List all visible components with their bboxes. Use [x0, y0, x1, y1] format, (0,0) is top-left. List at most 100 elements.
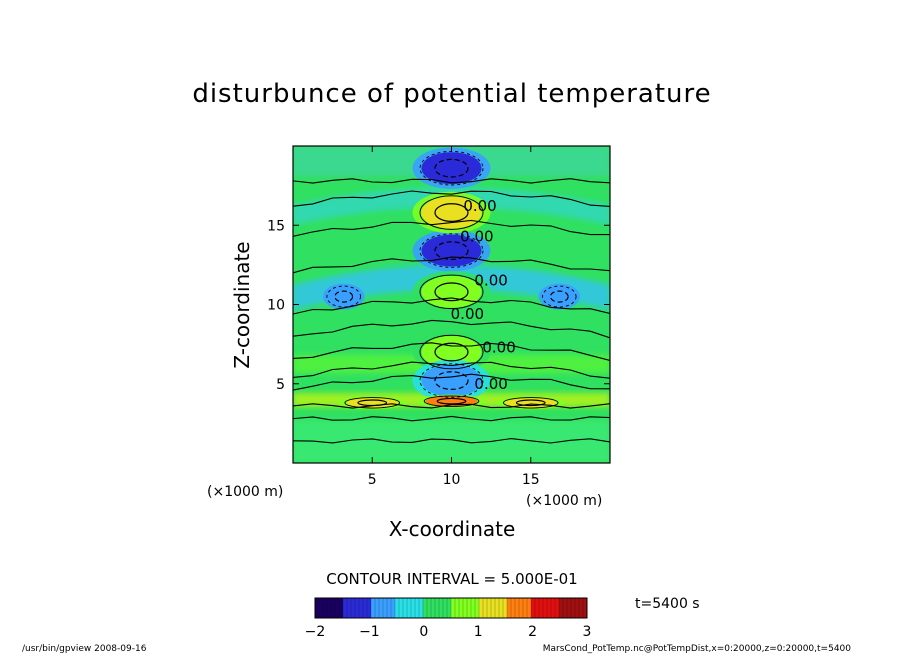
- colorbar-swatch-54: [531, 598, 536, 618]
- colorbar-swatch-39: [471, 598, 476, 618]
- contour-label-4: 0.00: [482, 338, 515, 356]
- feature-contour-3: [549, 290, 569, 303]
- x-unit-right: (×1000 m): [526, 493, 602, 509]
- colorbar-frame: [314, 597, 588, 619]
- footer-right: MarsCond_PotTemp.nc@PotTempDist,x=0:2000…: [543, 644, 852, 654]
- colorbar-swatch-53: [527, 598, 532, 618]
- feature-contour-outer-2: [326, 285, 361, 308]
- colorbar-swatch-0: [315, 598, 320, 618]
- feature-2: [327, 286, 360, 307]
- colorbar-swatch-33: [447, 598, 452, 618]
- colorbar-swatch-38: [467, 598, 472, 618]
- colorbar-swatch-31: [439, 598, 444, 618]
- colorbar-swatch-40: [475, 598, 480, 618]
- colorbar-swatch-65: [575, 598, 580, 618]
- colorbar-swatch-22: [403, 598, 408, 618]
- colorbar-swatch-19: [391, 598, 396, 618]
- colorbar-swatch-59: [551, 598, 556, 618]
- feature-contour-4: [434, 203, 469, 222]
- colorbar-swatch-66: [579, 598, 584, 618]
- colorbar-swatch-29: [431, 598, 436, 618]
- colorbar-swatch-11: [359, 598, 364, 618]
- feature-1: [421, 234, 482, 267]
- colorbar-swatch-25: [415, 598, 420, 618]
- colorbar-swatch-46: [499, 598, 504, 618]
- contour-line-8: [293, 373, 610, 391]
- feature-contour-outer-6: [419, 334, 484, 370]
- colorbar-swatch-45: [495, 598, 500, 618]
- contour-label-0: 0.00: [463, 197, 496, 215]
- contour-line-7: [293, 361, 610, 379]
- feature-contour-outer-3: [542, 285, 577, 308]
- colorbar-ticks: −2 −1 0 1 2 3: [305, 624, 592, 640]
- colorbar-swatch-63: [567, 598, 572, 618]
- feature-5: [421, 275, 482, 308]
- colorbar-swatch-2: [323, 598, 328, 618]
- colorbar-swatch-5: [335, 598, 340, 618]
- colorbar-swatch-51: [519, 598, 524, 618]
- colorbar-swatch-3: [327, 598, 332, 618]
- contour-line-11: [293, 438, 610, 444]
- feature-contour-outer-4: [419, 195, 484, 230]
- feature-3: [543, 286, 576, 307]
- colorbar-swatch-42: [483, 598, 488, 618]
- colorbar-swatch-8: [347, 598, 352, 618]
- colorbar-swatch-37: [463, 598, 468, 618]
- colorbar-swatch-10: [355, 598, 360, 618]
- colorbar-swatch-43: [487, 598, 492, 618]
- colorbar: [314, 598, 588, 618]
- colorbar-swatch-17: [383, 598, 388, 618]
- x-tick-label-1: 10: [443, 472, 461, 488]
- y-tick-label-0: 5: [276, 377, 285, 393]
- contour-line-9: [293, 403, 610, 409]
- feature-contour-5: [434, 282, 469, 302]
- colorbar-swatch-48: [507, 598, 512, 618]
- colorbar-swatch-34: [451, 598, 456, 618]
- colorbar-swatch-16: [379, 598, 384, 618]
- y-tick-label-2: 15: [267, 218, 285, 234]
- field-features: [322, 147, 581, 410]
- colorbar-swatch-58: [547, 598, 552, 618]
- colorbar-swatch-14: [371, 598, 376, 618]
- colorbar-swatch-15: [375, 598, 380, 618]
- contour-label-1: 0.00: [460, 227, 493, 245]
- x-unit-left: (×1000 m): [207, 484, 283, 500]
- contour-label-5: 0.00: [474, 375, 507, 393]
- colorbar-swatch-47: [503, 598, 508, 618]
- feature-contour-outer-7: [419, 363, 484, 398]
- colorbar-swatch-64: [571, 598, 576, 618]
- contour-interval: CONTOUR INTERVAL = 5.000E-01: [326, 570, 577, 588]
- colorbar-swatch-36: [459, 598, 464, 618]
- contour-line-4: [293, 297, 610, 315]
- colorbar-swatch-13: [367, 598, 372, 618]
- feature-contour-6: [434, 342, 469, 362]
- colorbar-swatch-52: [523, 598, 528, 618]
- colorbar-swatch-7: [343, 598, 348, 618]
- colorbar-tick-label-4: 2: [528, 624, 537, 640]
- colorbar-swatch-6: [339, 598, 344, 618]
- feature-contour-outer-10: [503, 397, 559, 409]
- colorbar-tick-label-1: −1: [359, 624, 380, 640]
- colorbar-swatch-61: [559, 598, 564, 618]
- feature-9: [346, 397, 399, 408]
- colorbar-swatch-41: [479, 598, 484, 618]
- time-label: t=5400 s: [635, 596, 700, 612]
- feature-contour-outer-9: [344, 397, 401, 409]
- colorbar-swatch-62: [563, 598, 568, 618]
- colorbar-swatch-30: [435, 598, 440, 618]
- x-axis-label: X-coordinate: [389, 517, 516, 541]
- colorbar-swatch-28: [427, 598, 432, 618]
- colorbar-swatch-60: [555, 598, 560, 618]
- colorbar-swatch-23: [407, 598, 412, 618]
- colorbar-swatch-49: [511, 598, 516, 618]
- chart-title: disturbunce of potential temperature: [192, 79, 711, 109]
- contour-labels: 0.00 0.00 0.00 0.00 0.00 0.00: [451, 197, 516, 393]
- colorbar-tick-label-5: 3: [583, 624, 592, 640]
- colorbar-swatch-20: [395, 598, 400, 618]
- feature-8: [425, 396, 478, 407]
- colorbar-swatch-56: [539, 598, 544, 618]
- x-tick-label-0: 5: [368, 472, 377, 488]
- colorbar-swatch-32: [443, 598, 448, 618]
- colorbar-swatch-35: [455, 598, 460, 618]
